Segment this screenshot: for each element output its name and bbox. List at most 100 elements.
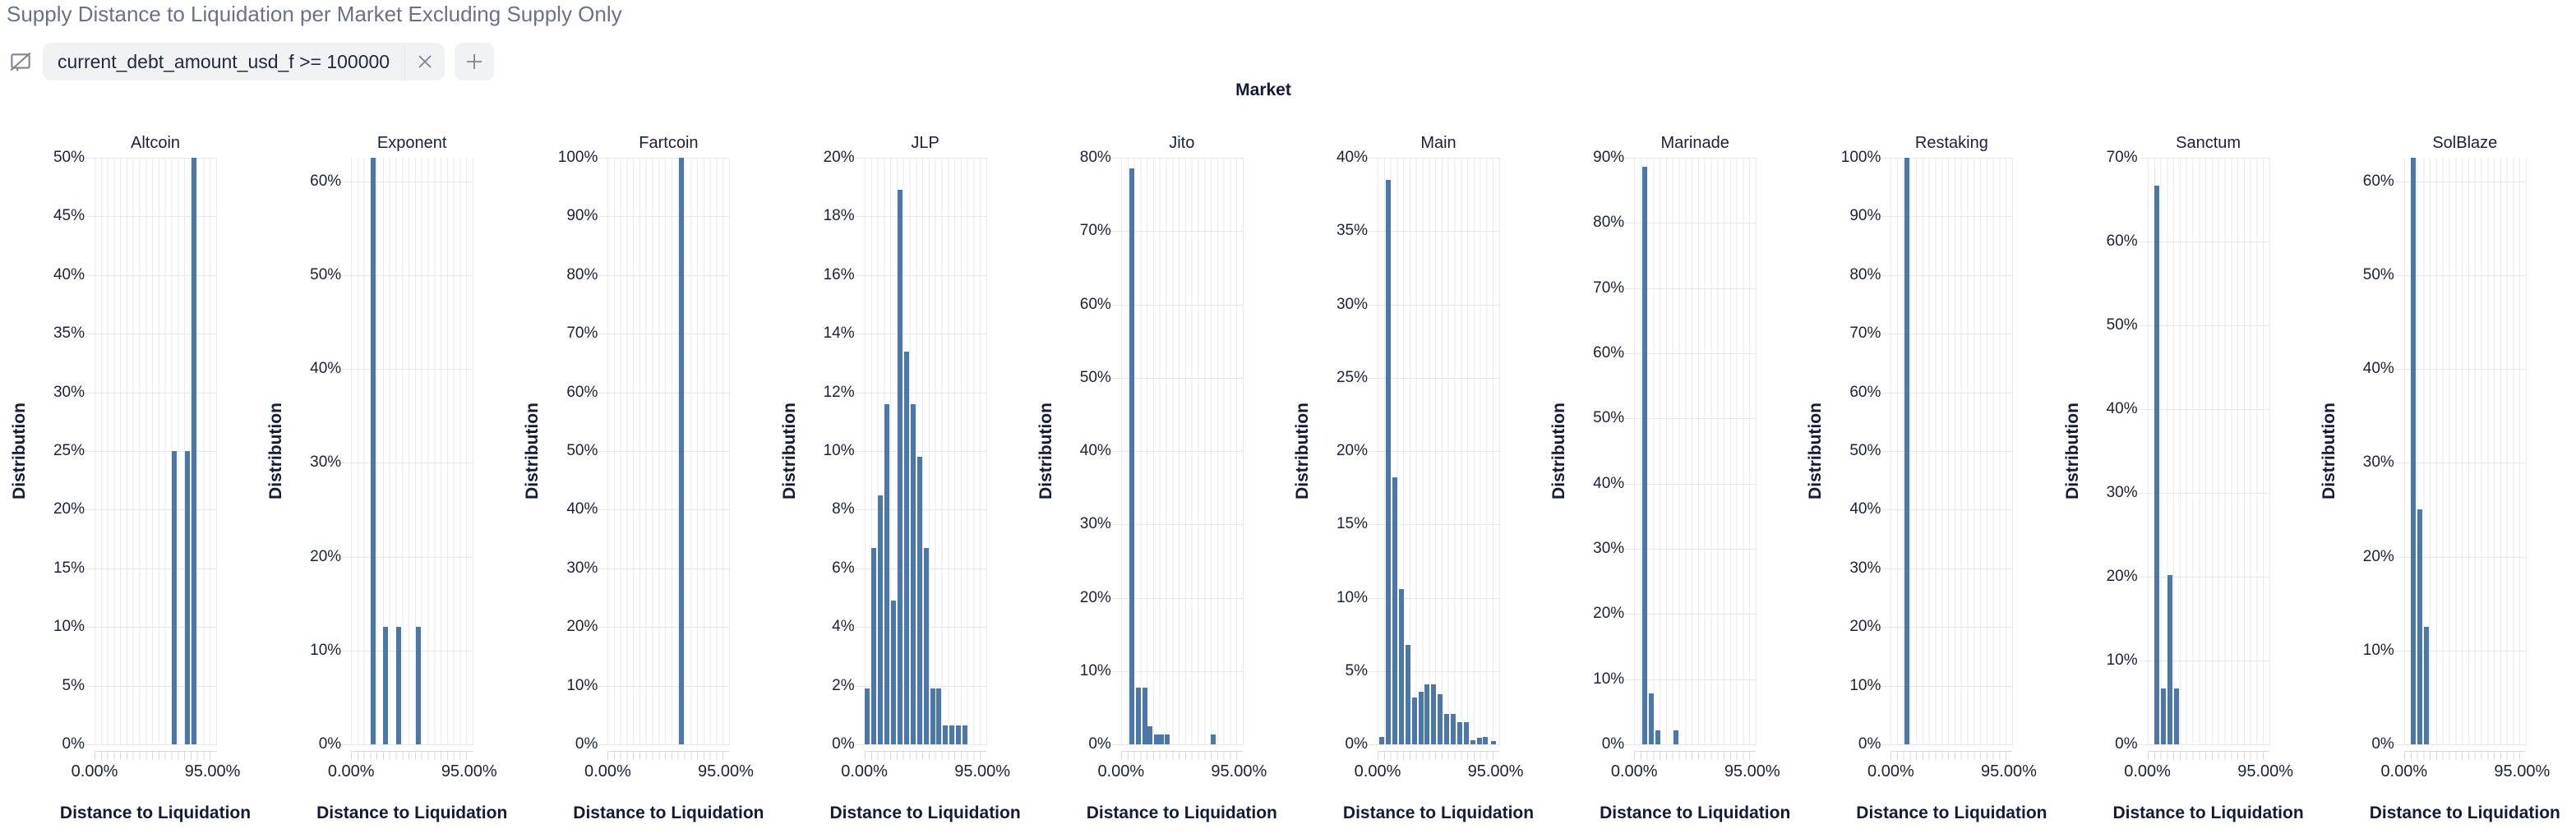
histogram-bar[interactable] <box>1136 688 1142 744</box>
histogram-bar[interactable] <box>1451 713 1457 744</box>
histogram-bar[interactable] <box>678 158 684 744</box>
histogram-bar[interactable] <box>1142 688 1147 744</box>
histogram-bar[interactable] <box>2174 688 2180 744</box>
histogram-bar[interactable] <box>1379 737 1385 744</box>
histogram-bar[interactable] <box>1159 734 1165 744</box>
histogram-bar[interactable] <box>1147 725 1153 744</box>
histogram-bar[interactable] <box>2423 627 2429 744</box>
histogram-bar[interactable] <box>1491 741 1497 744</box>
histogram-bar[interactable] <box>1405 644 1410 744</box>
histogram-bar[interactable] <box>1424 684 1430 744</box>
histogram-bar[interactable] <box>903 351 909 744</box>
histogram-bar[interactable] <box>1210 734 1216 744</box>
histogram-bar[interactable] <box>871 547 877 744</box>
histogram-bar[interactable] <box>1153 734 1159 744</box>
histogram-bar[interactable] <box>1655 730 1661 744</box>
histogram-bar[interactable] <box>1386 179 1392 744</box>
y-tick-label: 20% <box>310 547 342 565</box>
plot-area[interactable] <box>1881 158 2014 745</box>
plot-area[interactable] <box>854 158 987 745</box>
histogram-bar[interactable] <box>897 190 903 744</box>
histogram-bar[interactable] <box>370 158 376 744</box>
add-filter-button[interactable] <box>455 43 495 81</box>
y-tick-label: 0% <box>832 735 855 753</box>
gridline <box>2394 274 2526 276</box>
histogram-bar[interactable] <box>1438 694 1443 744</box>
histogram-bar[interactable] <box>2417 509 2422 744</box>
histogram-bar[interactable] <box>943 725 949 744</box>
histogram-bar[interactable] <box>1418 691 1424 744</box>
gridline <box>1368 451 1499 452</box>
y-tick-label: 30% <box>1336 295 1368 313</box>
gridline <box>598 744 730 745</box>
histogram-bar[interactable] <box>923 547 929 744</box>
gridline <box>1881 392 2013 394</box>
histogram-bar[interactable] <box>963 725 968 744</box>
y-tick-label: 50% <box>566 442 598 459</box>
histogram-bar[interactable] <box>1483 737 1489 744</box>
gridline <box>85 392 216 394</box>
histogram-bar[interactable] <box>1904 158 1910 744</box>
gridline <box>341 744 473 745</box>
plot-area[interactable] <box>1624 158 1757 745</box>
histogram-bar[interactable] <box>1411 697 1417 744</box>
histogram-bar[interactable] <box>891 601 896 744</box>
filter-chip[interactable]: current_debt_amount_usd_f >= 100000 <box>43 43 445 81</box>
histogram-bar[interactable] <box>910 403 916 744</box>
histogram-bar[interactable] <box>936 688 942 744</box>
gridline <box>2137 325 2269 326</box>
histogram-bar[interactable] <box>395 627 401 744</box>
histogram-bar[interactable] <box>878 495 884 744</box>
plot-area[interactable] <box>2394 158 2527 745</box>
plot-area[interactable] <box>1110 158 1244 745</box>
histogram-bar[interactable] <box>1392 477 1398 744</box>
y-tick-label: 20% <box>823 149 855 166</box>
histogram-bar[interactable] <box>916 457 922 744</box>
histogram-bar[interactable] <box>1398 588 1404 744</box>
histogram-bar[interactable] <box>949 725 955 744</box>
histogram-bar[interactable] <box>1165 734 1170 744</box>
histogram-bar[interactable] <box>171 451 177 744</box>
plot-area[interactable] <box>598 158 731 745</box>
histogram-bar[interactable] <box>1649 693 1655 744</box>
y-tick-label: 5% <box>1345 661 1368 679</box>
y-tick-label: 10% <box>1849 676 1881 694</box>
histogram-bar[interactable] <box>1642 167 1648 744</box>
gridline <box>85 158 216 159</box>
chart-filter-icon[interactable] <box>8 49 33 74</box>
histogram-bar[interactable] <box>1444 713 1450 744</box>
plot-area[interactable] <box>85 158 217 745</box>
y-tick-label: 25% <box>53 442 85 459</box>
histogram-bar[interactable] <box>1476 737 1482 744</box>
histogram-bar[interactable] <box>1457 722 1462 744</box>
histogram-bar[interactable] <box>1470 739 1475 744</box>
histogram-bar[interactable] <box>956 725 962 744</box>
remove-filter-button[interactable] <box>405 43 445 81</box>
histogram-bar[interactable] <box>884 403 890 744</box>
histogram-bar[interactable] <box>930 688 935 744</box>
histogram-bar[interactable] <box>2154 185 2160 744</box>
y-tick-label: 60% <box>2362 172 2394 190</box>
histogram-bar[interactable] <box>383 627 389 744</box>
histogram-bar[interactable] <box>1129 168 1135 744</box>
y-tick-label: 70% <box>1593 279 1625 297</box>
y-tick-label: 70% <box>1849 325 1881 343</box>
histogram-bar[interactable] <box>2167 574 2173 744</box>
plot-area[interactable] <box>341 158 474 745</box>
histogram-bar[interactable] <box>415 627 421 744</box>
x-axis-ticks <box>1634 751 1757 760</box>
plot-area[interactable] <box>2137 158 2270 745</box>
histogram-bar[interactable] <box>2161 688 2167 744</box>
histogram-bar[interactable] <box>865 688 870 744</box>
gridline <box>2394 369 2526 371</box>
x-tick-label: 0.00% <box>327 762 375 780</box>
histogram-bar[interactable] <box>191 158 196 744</box>
chart-title: JLP <box>911 134 939 152</box>
histogram-bar[interactable] <box>2410 158 2416 744</box>
histogram-bar[interactable] <box>184 451 190 744</box>
histogram-bar[interactable] <box>1431 684 1437 744</box>
histogram-bar[interactable] <box>1673 730 1678 744</box>
histogram-bar[interactable] <box>1463 722 1469 744</box>
y-tick-label: 60% <box>566 383 598 401</box>
plot-area[interactable] <box>1368 158 1500 745</box>
